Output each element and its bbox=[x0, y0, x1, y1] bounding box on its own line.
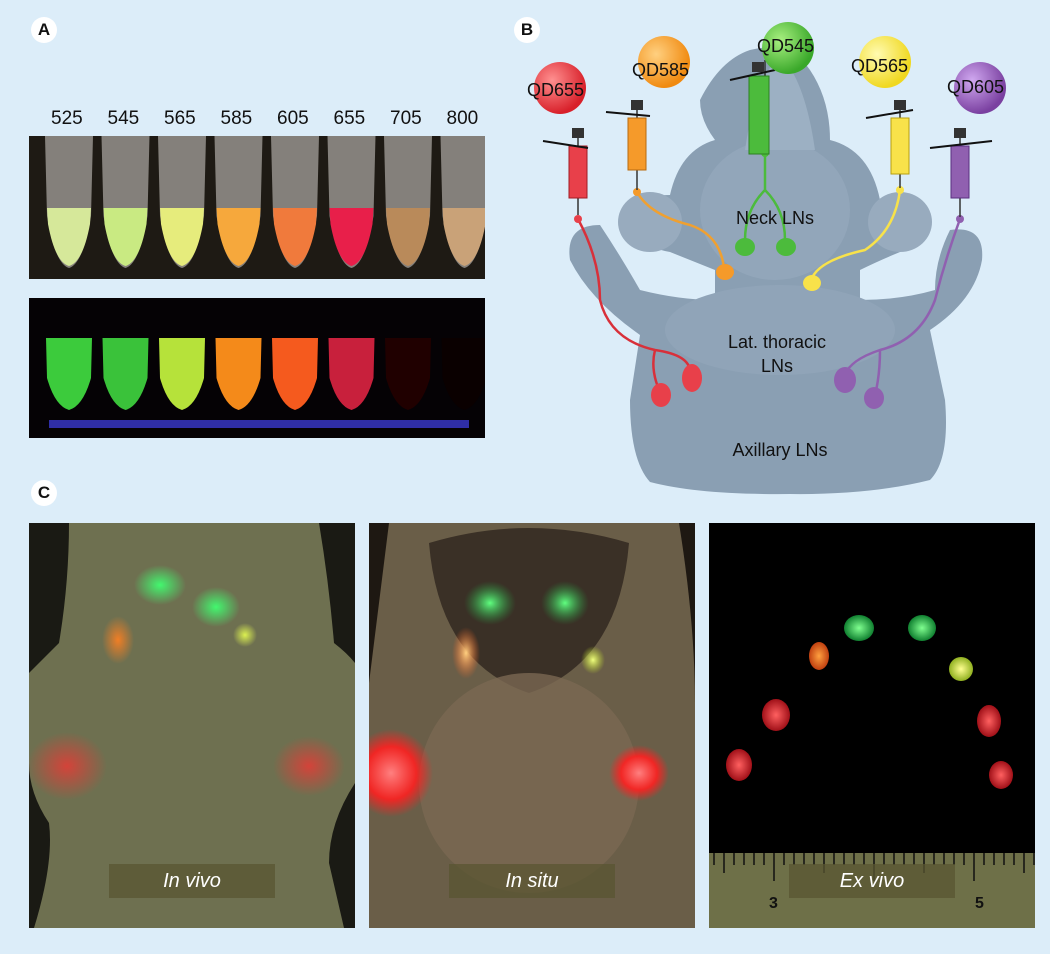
neck-ln-label: Neck LNs bbox=[735, 208, 815, 228]
in-vivo-caption: In vivo bbox=[109, 864, 275, 898]
ln-red-2 bbox=[682, 364, 702, 392]
ex-vivo-caption: Ex vivo bbox=[789, 864, 955, 898]
tube-room-800 bbox=[440, 136, 485, 268]
syringe-qd655 bbox=[542, 128, 589, 215]
axillary-ln-label: Axillary LNs bbox=[732, 440, 828, 460]
in-situ-photo: In situ bbox=[369, 523, 695, 928]
tube-label-605: 605 bbox=[277, 108, 309, 129]
tube-room-545 bbox=[101, 136, 150, 268]
exvivo-node bbox=[726, 749, 752, 781]
sphere-qd655 bbox=[534, 62, 586, 114]
exvivo-node bbox=[809, 642, 829, 670]
left-ear bbox=[618, 192, 682, 252]
syringe-qd605 bbox=[929, 128, 993, 217]
in-vivo-photo: In vivo bbox=[29, 523, 355, 928]
tube-room-605 bbox=[271, 136, 319, 268]
panel-a-letter: A bbox=[31, 17, 57, 43]
sphere-qd545 bbox=[762, 22, 814, 74]
tube-label-705: 705 bbox=[390, 108, 422, 129]
sphere-qd585 bbox=[638, 36, 690, 88]
tube-uv-800 bbox=[441, 338, 485, 410]
tube-label-545: 545 bbox=[107, 108, 140, 129]
tube-uv-705 bbox=[385, 338, 431, 410]
tubes-uv-photo bbox=[29, 298, 485, 438]
ln-orange bbox=[716, 264, 734, 280]
ln-red-1 bbox=[651, 383, 671, 407]
tube-room-655 bbox=[327, 136, 376, 268]
tube-room-585 bbox=[214, 136, 263, 268]
syringe-qd545 bbox=[729, 60, 776, 155]
tube-label-525: 525 bbox=[51, 108, 83, 129]
uv-tubes-svg bbox=[46, 338, 485, 428]
tube-label-655: 655 bbox=[333, 108, 366, 129]
tube-uv-655 bbox=[328, 338, 375, 410]
exvivo-node bbox=[844, 615, 874, 641]
tube-label-800: 800 bbox=[446, 108, 479, 129]
tubes-room-light-photo bbox=[29, 136, 485, 279]
room-tubes-svg bbox=[45, 136, 485, 268]
tube-uv-565 bbox=[159, 338, 205, 410]
exvivo-node bbox=[977, 705, 1001, 737]
tube-label-565: 565 bbox=[164, 108, 196, 129]
panel-c-letter: C bbox=[31, 480, 57, 506]
syringe-qd565 bbox=[865, 100, 914, 188]
tube-uv-545 bbox=[102, 338, 149, 410]
qd565-label: QD565 bbox=[851, 56, 909, 76]
exvivo-node bbox=[908, 615, 936, 641]
tube-label-585: 585 bbox=[220, 108, 253, 129]
ln-yellow bbox=[803, 275, 821, 291]
right-ear bbox=[868, 192, 932, 252]
tube-room-565 bbox=[158, 136, 206, 268]
mouse-diagram bbox=[534, 22, 1006, 495]
in-situ-caption: In situ bbox=[449, 864, 615, 898]
sphere-qd565 bbox=[859, 36, 911, 88]
tube-room-705 bbox=[384, 136, 432, 268]
qd585-label: QD585 bbox=[632, 60, 690, 80]
panel-b-letter: B bbox=[514, 17, 540, 43]
exvivo-node bbox=[949, 657, 973, 681]
ln-purple-2 bbox=[864, 387, 884, 409]
sphere-qd605 bbox=[954, 62, 1006, 114]
in-situ-svg bbox=[369, 523, 695, 928]
ln-green-1 bbox=[735, 238, 755, 256]
tube-uv-525 bbox=[46, 338, 92, 410]
qd605-label: QD605 bbox=[947, 77, 1005, 97]
in-vivo-svg bbox=[29, 523, 355, 928]
qd545-label: QD545 bbox=[757, 36, 815, 56]
exvivo-node bbox=[989, 761, 1013, 789]
tube-uv-585 bbox=[215, 338, 262, 410]
ln-purple-1 bbox=[834, 367, 856, 393]
ln-green-2 bbox=[776, 238, 796, 256]
tube-room-525 bbox=[45, 136, 93, 268]
thorax bbox=[665, 285, 895, 375]
ruler-number-5: 5 bbox=[975, 895, 984, 912]
exvivo-node bbox=[762, 699, 790, 731]
tube-uv-605 bbox=[272, 338, 318, 410]
qd655-label: QD655 bbox=[527, 80, 585, 100]
syringe-qd585 bbox=[605, 100, 651, 190]
ex-vivo-photo: 3 5 Ex vivo bbox=[709, 523, 1035, 928]
ruler-number-3: 3 bbox=[769, 895, 778, 912]
thoracic-ln-label: Lat. thoracic LNs bbox=[727, 332, 827, 376]
